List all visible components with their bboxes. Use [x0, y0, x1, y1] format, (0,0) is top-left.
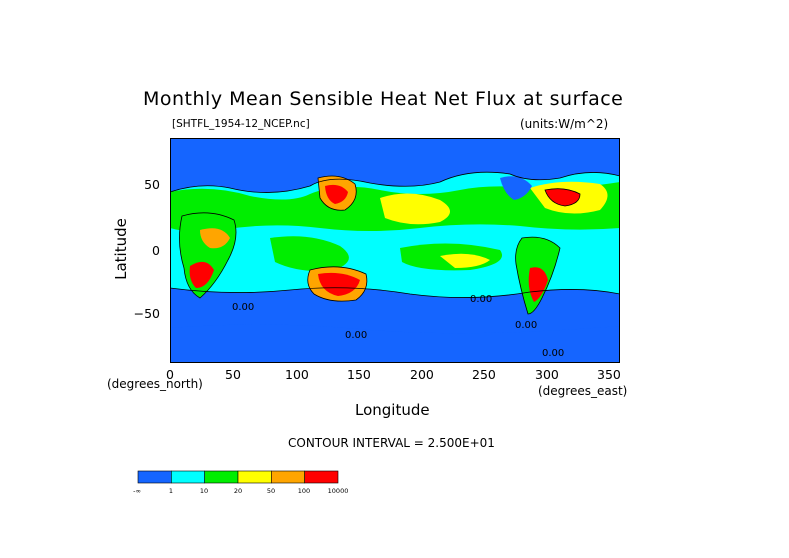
contour-value-label: 0.00	[542, 348, 564, 359]
contour-value-label: 0.00	[515, 320, 537, 331]
units-label: (units:W/m^2)	[520, 117, 609, 131]
x-tick-label: 150	[347, 367, 371, 382]
y-tick-label: −50	[133, 306, 160, 321]
x-tick-label: 250	[472, 367, 496, 382]
contour-interval-label: CONTOUR INTERVAL = 2.500E+01	[288, 436, 495, 450]
colorbar-swatch	[171, 470, 205, 484]
colorbar-label: -∞	[133, 487, 141, 495]
y-tick-label: 0	[152, 243, 160, 258]
x-tick-label: 50	[225, 367, 241, 382]
colorbar-swatch	[137, 470, 172, 484]
colorbar-label: 1	[168, 487, 174, 495]
southern-africa-hot	[189, 261, 214, 288]
kuroshio-hot	[325, 184, 348, 204]
colorbar-label: 100	[297, 487, 311, 495]
map-title: Monthly Mean Sensible Heat Net Flux at s…	[143, 88, 624, 110]
x-units-note: (degrees_east)	[538, 384, 628, 398]
colorbar-swatch	[271, 470, 305, 484]
x-tick-label: 200	[410, 367, 434, 382]
colorbar	[137, 470, 341, 490]
north-america-cold	[500, 176, 532, 200]
arctic-region	[170, 138, 620, 193]
colorbar-label: 20	[233, 487, 243, 495]
south-america-hot	[528, 267, 548, 302]
y-tick-label: 50	[144, 177, 160, 192]
colorbar-svg	[137, 470, 339, 484]
colorbar-swatch	[304, 470, 339, 484]
contour-value-label: 0.00	[232, 302, 254, 313]
map-svg: 0.00 0.00 0.00 0.00 0.00	[169, 138, 621, 363]
colorbar-swatch	[204, 470, 239, 484]
y-axis-label: Latitude	[112, 218, 130, 280]
x-tick-label: 350	[597, 367, 621, 382]
indian-ocean-green	[270, 236, 349, 271]
colorbar-label: 50	[266, 487, 276, 495]
x-tick-label: 300	[535, 367, 559, 382]
antarctic-region	[170, 324, 620, 363]
x-axis-label: Longitude	[355, 401, 430, 419]
contour-value-label: 0.00	[345, 330, 367, 341]
file-label: [SHTFL_1954-12_NCEP.nc]	[172, 118, 310, 130]
north-pacific-warm	[380, 193, 450, 225]
map-frame	[170, 138, 620, 363]
x-tick-label: 0	[166, 367, 174, 382]
colorbar-swatch	[237, 470, 272, 484]
contour-lines	[169, 171, 621, 315]
x-tick-label: 100	[285, 367, 309, 382]
pacific-tropical-yellow	[440, 253, 490, 268]
africa-warm	[200, 228, 230, 249]
y-units-note: (degrees_north)	[107, 377, 203, 391]
colorbar-label: 10000	[327, 487, 349, 495]
australia-hot	[318, 272, 360, 296]
colorbar-label: 10	[199, 487, 209, 495]
contour-value-label: 0.00	[470, 294, 492, 305]
map-plot: 0.00 0.00 0.00 0.00 0.00	[169, 138, 621, 363]
